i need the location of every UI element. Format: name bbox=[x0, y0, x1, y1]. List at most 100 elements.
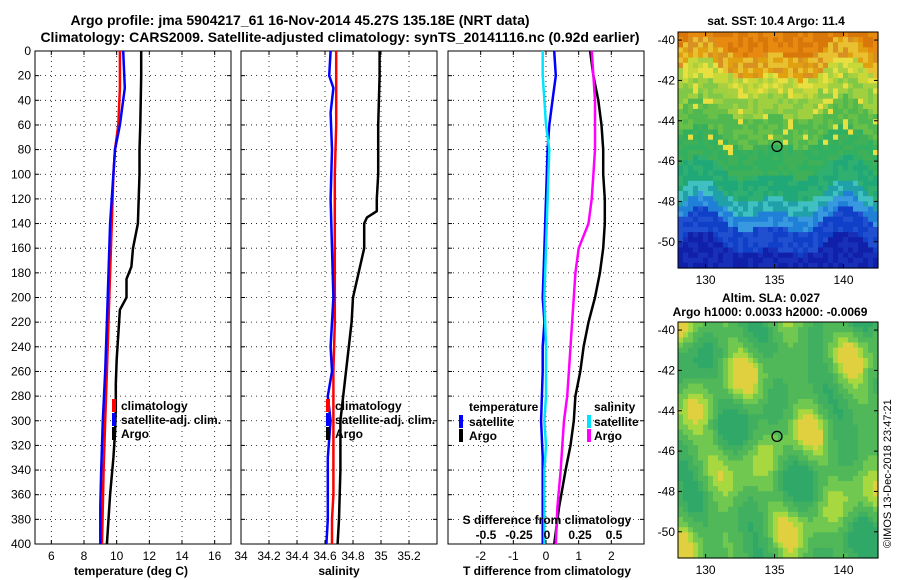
map-cell bbox=[788, 226, 794, 233]
map-cell bbox=[813, 37, 819, 43]
map-cell bbox=[743, 429, 749, 436]
map-cell bbox=[733, 42, 739, 48]
map-cell bbox=[818, 175, 824, 182]
map-cell bbox=[818, 368, 824, 374]
map-cell bbox=[823, 170, 829, 177]
map-cell bbox=[833, 527, 839, 533]
map-cell bbox=[833, 363, 839, 369]
map-cell bbox=[738, 175, 744, 182]
map-cell bbox=[748, 150, 754, 156]
map-cell bbox=[703, 424, 709, 431]
map-cell bbox=[753, 103, 759, 110]
map-cell bbox=[798, 465, 804, 472]
map-cell bbox=[803, 419, 809, 426]
map-cell bbox=[873, 491, 879, 498]
map-cell bbox=[863, 327, 869, 333]
map-cell bbox=[873, 170, 879, 177]
map-cell bbox=[678, 88, 684, 95]
map-cell bbox=[768, 475, 774, 482]
map-cell bbox=[718, 37, 724, 43]
map-cell bbox=[783, 388, 789, 395]
map-cell bbox=[783, 175, 789, 182]
s-difference-tick-label: 0.25 bbox=[568, 528, 592, 542]
map-cell bbox=[773, 155, 779, 161]
map-cell bbox=[818, 185, 824, 192]
map-cell bbox=[833, 409, 839, 415]
map-cell bbox=[793, 144, 799, 151]
series-line-climatology bbox=[330, 51, 338, 544]
map-cell bbox=[698, 434, 704, 441]
map-cell bbox=[748, 455, 754, 462]
map-cell bbox=[708, 481, 714, 487]
map-cell bbox=[688, 368, 694, 374]
map-cell bbox=[773, 93, 779, 100]
map-cell bbox=[793, 547, 799, 554]
map-cell bbox=[693, 216, 699, 223]
map-cell bbox=[758, 185, 764, 192]
map-cell bbox=[728, 52, 734, 59]
map-cell bbox=[803, 337, 809, 344]
map-cell bbox=[818, 150, 824, 156]
map-cell bbox=[788, 429, 794, 436]
map-cell bbox=[708, 542, 714, 549]
map-cell bbox=[858, 73, 864, 79]
map-cell bbox=[763, 465, 769, 472]
map-cell bbox=[678, 332, 684, 338]
map-cell bbox=[773, 465, 779, 472]
map-cell bbox=[848, 47, 854, 54]
map-cell bbox=[823, 552, 829, 559]
map-cell bbox=[728, 537, 734, 544]
map-cell bbox=[803, 247, 809, 254]
map-cell bbox=[813, 470, 819, 477]
map-cell bbox=[738, 170, 744, 177]
map-cell bbox=[693, 165, 699, 172]
map-cell bbox=[848, 206, 854, 213]
map-cell bbox=[688, 103, 694, 110]
map-cell bbox=[828, 206, 834, 213]
map-cell bbox=[773, 327, 779, 333]
map-cell bbox=[833, 124, 839, 131]
map-cell bbox=[838, 124, 844, 131]
map-cell bbox=[758, 527, 764, 533]
map-cell bbox=[773, 491, 779, 498]
map-cell bbox=[678, 226, 684, 233]
map-cell bbox=[758, 67, 764, 74]
map-cell bbox=[678, 211, 684, 218]
map-cell bbox=[693, 185, 699, 192]
map-cell bbox=[788, 409, 794, 415]
map-cell bbox=[773, 332, 779, 338]
map-cell bbox=[758, 191, 764, 197]
map-cell bbox=[738, 357, 744, 364]
map-cell bbox=[783, 491, 789, 498]
map-cell bbox=[788, 211, 794, 218]
map-cell bbox=[753, 73, 759, 79]
map-cell bbox=[748, 481, 754, 487]
map-cell bbox=[698, 42, 704, 48]
map-cell bbox=[693, 332, 699, 338]
map-cell bbox=[703, 429, 709, 436]
map-cell bbox=[838, 342, 844, 349]
map-cell bbox=[813, 129, 819, 136]
map-cell bbox=[743, 337, 749, 344]
map-cell bbox=[808, 37, 814, 43]
map-cell bbox=[853, 383, 859, 390]
map-cell bbox=[833, 155, 839, 161]
y-tick-label: -42 bbox=[658, 363, 676, 377]
map-cell bbox=[838, 78, 844, 84]
map-cell bbox=[748, 532, 754, 539]
map-cell bbox=[723, 124, 729, 131]
map-cell bbox=[688, 511, 694, 518]
map-cell bbox=[813, 252, 819, 259]
x-tick-label: 12 bbox=[143, 549, 157, 563]
map-cell bbox=[748, 67, 754, 74]
map-cell bbox=[733, 486, 739, 492]
map-cell bbox=[783, 532, 789, 539]
map-cell bbox=[758, 37, 764, 43]
y-tick-label: 340 bbox=[11, 463, 31, 477]
map-cell bbox=[753, 262, 759, 269]
s-difference-tick-label: 0 bbox=[544, 528, 551, 542]
map-cell bbox=[713, 486, 719, 492]
map-cell bbox=[858, 522, 864, 528]
map-cell bbox=[708, 532, 714, 539]
map-cell bbox=[733, 226, 739, 233]
